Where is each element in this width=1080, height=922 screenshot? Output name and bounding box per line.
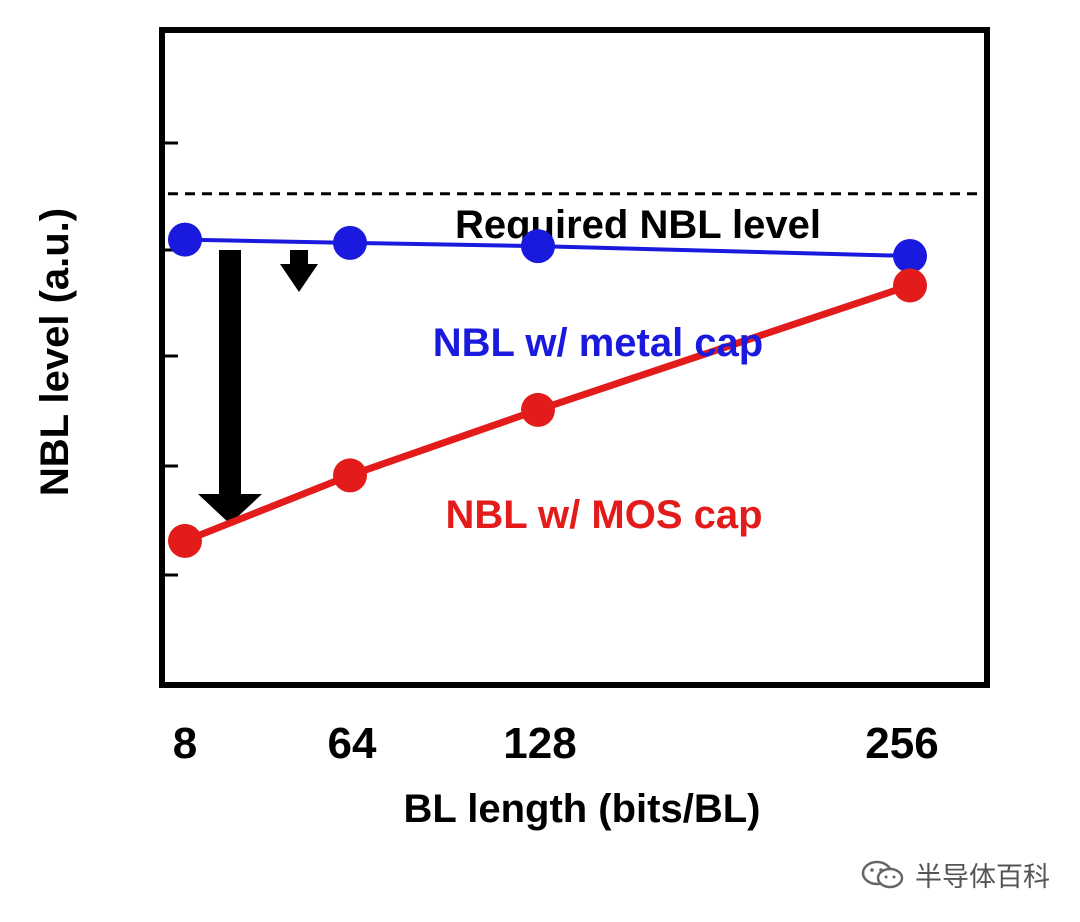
arrow-mos-shaft xyxy=(219,250,241,500)
arrow-mos-drop xyxy=(198,250,262,524)
arrow-mos-head xyxy=(198,494,262,524)
x-tick-label: 8 xyxy=(173,719,197,768)
x-tick-labels: 8 64 128 256 xyxy=(173,719,939,768)
data-point-mos-cap xyxy=(333,458,367,493)
x-tick-label: 64 xyxy=(328,719,377,768)
series-layer xyxy=(168,222,927,558)
data-point-mos-cap xyxy=(168,523,202,558)
data-point-metal-cap xyxy=(333,225,367,260)
wechat-icon xyxy=(861,860,904,888)
data-point-metal-cap xyxy=(893,238,927,273)
series-line-metal-cap xyxy=(184,237,911,258)
arrow-metal-head xyxy=(280,264,318,292)
x-tick-label: 256 xyxy=(865,719,938,768)
x-axis-title: BL length (bits/BL) xyxy=(404,787,761,831)
data-point-mos-cap xyxy=(521,392,555,427)
x-tick-label: 128 xyxy=(503,719,576,768)
watermark: 半导体百科 xyxy=(861,855,1050,894)
data-point-mos-cap xyxy=(893,268,927,303)
y-axis-title: NBL level (a.u.) xyxy=(33,208,77,496)
data-point-metal-cap xyxy=(168,222,202,257)
arrow-metal-drop xyxy=(280,250,318,292)
required-nbl-label: Required NBL level xyxy=(455,203,821,247)
data-point-metal-cap xyxy=(521,229,555,264)
watermark-text: 半导体百科 xyxy=(915,862,1050,893)
series-label-mos-cap: NBL w/ MOS cap xyxy=(445,493,762,537)
series-line-mos-cap xyxy=(183,282,912,545)
arrow-metal-shaft xyxy=(290,250,308,266)
series-label-metal-cap: NBL w/ metal cap xyxy=(433,321,763,365)
